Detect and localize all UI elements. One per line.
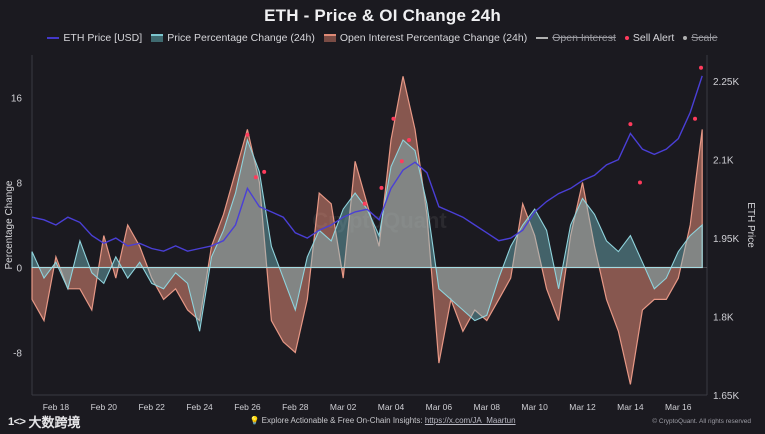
legend-item-open-interest[interactable]: Open Interest [536,32,616,44]
chart-legend: ETH Price [USD] Price Percentage Change … [0,32,765,44]
y-tick-right: 1.8K [713,313,734,324]
price-change-area [31,138,703,332]
y-tick-left: 8 [16,179,22,190]
x-tick-label: Feb 22 [138,402,165,412]
sell-alert-dot [699,65,704,70]
y-axis-right-title: ETH Price [745,202,756,248]
sell-alert-dot [693,116,698,121]
oi-change-area [31,76,703,385]
copyright-text: © CryptoQuant. All rights reserved [652,418,751,425]
legend-item-price-change[interactable]: Price Percentage Change (24h) [151,32,315,44]
x-tick-label: Mar 02 [330,402,357,412]
footer-cta-text: Explore Actionable & Free On-Chain Insig… [261,416,423,425]
x-tick-label: Mar 04 [378,402,405,412]
x-tick-label: Mar 12 [569,402,596,412]
x-tick-label: Feb 28 [282,402,309,412]
sell-alert-dot [262,169,267,174]
footer-link[interactable]: https://x.com/JA_Maartun [424,416,516,425]
legend-item-scale[interactable]: Scale [683,32,718,44]
legend-label-eth-price: ETH Price [USD] [63,32,143,44]
y-tick-right: 2.1K [713,156,734,167]
sell-alert-dot [245,132,250,137]
y-tick-left: 0 [16,264,22,275]
y-axis-left-title: Percentage Change [4,180,15,269]
legend-label-scale: Scale [691,32,718,44]
sell-alert-dot [628,122,633,127]
legend-swatch-eth-price [47,37,60,39]
sell-alert-dot [637,180,642,185]
y-tick-left: -8 [13,349,22,360]
legend-swatch-price-change [151,34,164,42]
legend-item-eth-price[interactable]: ETH Price [USD] [47,32,142,44]
y-tick-right: 1.65K [713,391,739,402]
eth-price-line [31,75,703,252]
sell-alert-dot [399,159,404,164]
sell-alert-dot [391,116,396,121]
x-tick-label: Mar 14 [617,402,644,412]
brand-logo: 1<> 大数跨境 [8,412,80,431]
x-tick-label: Mar 08 [474,402,501,412]
legend-swatch-open-interest [536,37,549,39]
x-tick-label: Mar 06 [426,402,453,412]
brand-mark: 1<> [8,415,26,428]
x-tick-label: Feb 24 [186,402,213,412]
sell-alert-dot [379,185,384,190]
legend-label-price-change: Price Percentage Change (24h) [167,32,315,44]
legend-swatch-sell-alert [624,36,629,40]
lightbulb-icon: 💡 [249,416,260,425]
legend-label-oi-change: Open Interest Percentage Change (24h) [339,32,528,44]
legend-swatch-scale [683,36,688,40]
x-tick-label: Feb 26 [234,402,261,412]
x-tick-label: Mar 16 [665,402,692,412]
legend-item-sell-alert[interactable]: Sell Alert [624,32,675,44]
legend-item-oi-change[interactable]: Open Interest Percentage Change (24h) [323,32,528,44]
sell-alert-dot [406,138,411,142]
y-tick-right: 1.95K [713,234,739,245]
chart-title: ETH - Price & OI Change 24h [264,6,501,25]
y-tick-left: 16 [11,94,23,105]
sell-alert-dot [362,201,367,206]
sell-alert-dot [253,175,258,180]
x-tick-label: Feb 20 [91,402,118,412]
footer-cta: 💡 Explore Actionable & Free On-Chain Ins… [0,416,765,425]
y-tick-right: 2.25K [713,77,739,88]
legend-label-sell-alert: Sell Alert [632,32,675,44]
legend-swatch-oi-change [323,34,336,42]
x-tick-label: Mar 10 [521,402,548,412]
brand-name: 大数跨境 [28,415,81,430]
legend-label-open-interest: Open Interest [552,32,616,44]
x-tick-label: Feb 18 [43,402,70,412]
